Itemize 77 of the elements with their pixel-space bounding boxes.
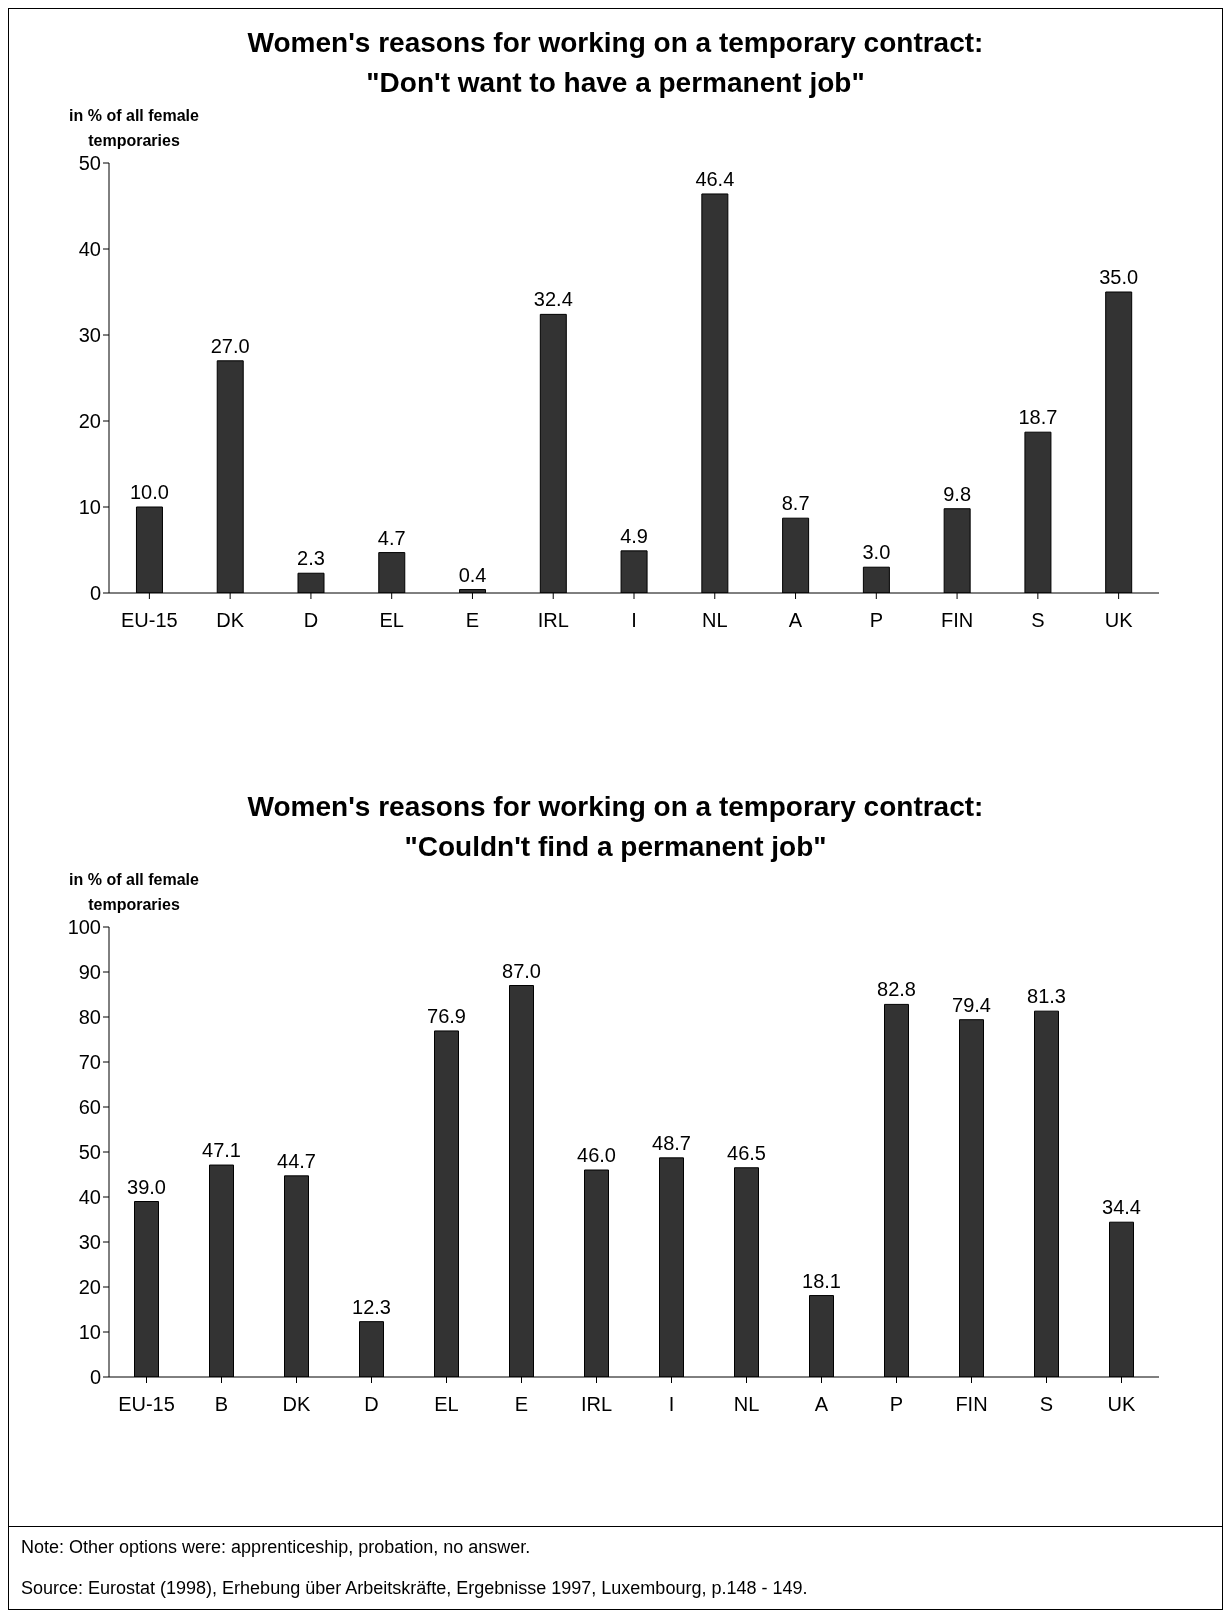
data-label: 32.4 bbox=[533, 288, 573, 311]
y-tick-label: 0 bbox=[89, 1366, 101, 1389]
data-label: 79.4 bbox=[952, 993, 991, 1016]
data-label: 46.0 bbox=[577, 1144, 616, 1166]
y-tick-label: 40 bbox=[78, 238, 101, 261]
x-tick-label: A bbox=[814, 1393, 829, 1416]
x-tick-label: I bbox=[631, 609, 637, 632]
x-tick-label: E bbox=[514, 1393, 529, 1416]
x-tick-label: EU-15 bbox=[121, 609, 178, 632]
source-note: Source: Eurostat (1998), Erhebung über Arbeitskräfte, Ergebnisse 1997, Luxembourg, p.148 - 149. bbox=[20, 1577, 809, 1600]
x-tick-label: UK bbox=[1104, 609, 1134, 632]
y-tick-label: 70 bbox=[78, 1051, 101, 1074]
x-tick-label: UK bbox=[1107, 1393, 1137, 1416]
x-tick-label: IRL bbox=[580, 1393, 613, 1416]
data-label: 48.7 bbox=[652, 1131, 691, 1154]
y-axis-title: in % of all female temporaries bbox=[68, 870, 200, 915]
x-tick-label: NL bbox=[733, 1393, 760, 1416]
x-tick-label: D bbox=[303, 609, 319, 632]
data-label: 9.8 bbox=[943, 482, 972, 505]
chart-title: Women's reasons for working on a temporary contract: "Don't want to have a permanent job" bbox=[246, 26, 985, 100]
x-tick-label: EU-15 bbox=[118, 1393, 175, 1416]
data-label: 76.9 bbox=[427, 1004, 466, 1027]
y-tick-label: 80 bbox=[78, 1006, 101, 1029]
data-label: 18.1 bbox=[802, 1269, 841, 1292]
data-label: 81.3 bbox=[1027, 985, 1066, 1008]
y-tick-label: 100 bbox=[67, 916, 101, 939]
x-tick-label: B bbox=[214, 1393, 229, 1416]
data-label: 87.0 bbox=[502, 959, 541, 982]
data-label: 46.4 bbox=[695, 167, 735, 190]
data-label: 2.3 bbox=[297, 547, 325, 570]
x-tick-label: P bbox=[869, 609, 883, 632]
y-tick-label: 30 bbox=[78, 1231, 101, 1254]
y-tick-label: 50 bbox=[78, 152, 101, 175]
data-label: 10.0 bbox=[129, 481, 169, 503]
data-label: 27.0 bbox=[210, 334, 250, 357]
data-label: 4.7 bbox=[377, 526, 406, 549]
y-tick-label: 20 bbox=[78, 1276, 101, 1299]
x-tick-label: DK bbox=[216, 609, 245, 632]
y-tick-label: 20 bbox=[78, 410, 101, 433]
x-tick-label: EL bbox=[379, 609, 404, 632]
y-tick-label: 60 bbox=[78, 1096, 101, 1119]
text: Note: Other options were: apprenticeship, probation, no answer. bbox=[20, 1536, 532, 1559]
y-tick-label: 10 bbox=[78, 496, 101, 519]
x-tick-label: DK bbox=[282, 1393, 312, 1416]
x-tick-label: FIN bbox=[955, 1393, 988, 1416]
data-label: 3.0 bbox=[862, 541, 891, 564]
y-tick-label: 50 bbox=[78, 1141, 101, 1164]
x-tick-label: P bbox=[889, 1393, 904, 1416]
x-tick-label: A bbox=[788, 609, 803, 632]
x-tick-label: S bbox=[1039, 1393, 1054, 1416]
data-label: 44.7 bbox=[277, 1149, 316, 1172]
y-tick-label: 10 bbox=[78, 1321, 101, 1344]
data-label: 12.3 bbox=[352, 1295, 391, 1318]
x-tick-label: S bbox=[1031, 609, 1045, 632]
x-tick-label: I bbox=[668, 1393, 675, 1416]
x-tick-label: FIN bbox=[940, 609, 974, 632]
data-label: 39.0 bbox=[127, 1175, 166, 1198]
chart-title: Women's reasons for working on a temporary contract: "Couldn't find a permanent job" bbox=[246, 790, 985, 864]
data-label: 47.1 bbox=[202, 1139, 241, 1162]
data-label: 0.4 bbox=[458, 563, 487, 586]
x-tick-label: IRL bbox=[537, 609, 569, 632]
y-tick-label: 40 bbox=[78, 1186, 101, 1209]
data-label: 8.7 bbox=[781, 492, 810, 515]
data-label: 82.8 bbox=[877, 978, 916, 1001]
x-tick-label: E bbox=[465, 609, 480, 632]
data-label: 4.9 bbox=[620, 524, 648, 547]
y-tick-label: 90 bbox=[78, 961, 101, 984]
data-label: 18.7 bbox=[1018, 406, 1058, 429]
y-tick-label: 30 bbox=[78, 324, 101, 347]
x-tick-label: EL bbox=[434, 1393, 459, 1416]
x-tick-label: D bbox=[364, 1393, 379, 1416]
data-label: 46.5 bbox=[727, 1141, 766, 1164]
data-label: 35.0 bbox=[1099, 266, 1139, 288]
data-label: 34.4 bbox=[1102, 1196, 1141, 1219]
y-axis-title: in % of all female temporaries bbox=[68, 106, 200, 151]
x-tick-label: NL bbox=[701, 609, 728, 632]
y-tick-label: 0 bbox=[89, 582, 101, 605]
